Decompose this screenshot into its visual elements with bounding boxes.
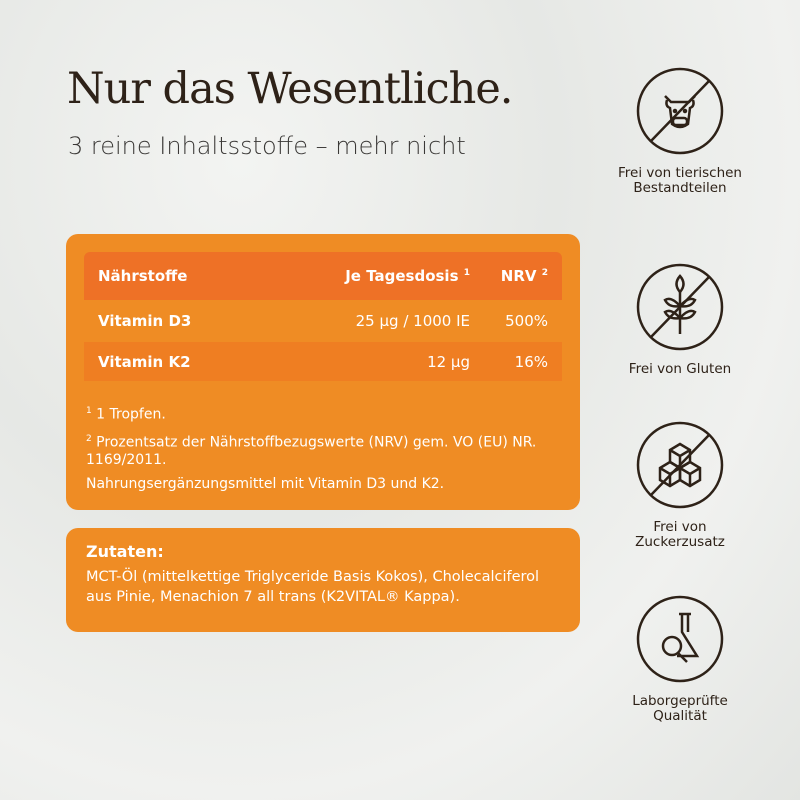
header-nutrients: Nährstoffe — [98, 267, 188, 285]
footnote-ref: 2 — [541, 268, 548, 278]
header-daily-dose: Je Tagesdosis 1 — [284, 267, 470, 285]
cell-dose: 12 µg — [427, 352, 470, 371]
product-note: Nahrungsergänzungsmittel mit Vitamin D3 … — [86, 476, 445, 493]
feature-label: Frei von Gluten — [628, 361, 732, 377]
ingredients-text: MCT-Öl (mittelkettige Triglyceride Basis… — [86, 569, 540, 605]
footnote-1: 1 1 Tropfen. — [86, 402, 566, 424]
cell-nrv: 16% — [514, 352, 548, 371]
footnotes: 1 1 Tropfen. 2 Prozentsatz der Nährstoff… — [86, 402, 566, 499]
page-title: Nur das Wesentliche. — [67, 64, 513, 114]
header-nrv: NRV 2 — [470, 267, 548, 285]
header-daily-dose-label: Je Tagesdosis — [345, 267, 459, 285]
footnote-mark: 1 — [86, 406, 92, 416]
table-header: Nährstoffe Je Tagesdosis 1 NRV 2 — [84, 252, 562, 300]
feature-label: Laborgeprüfte Qualität — [632, 693, 728, 724]
feature-lab-tested: Laborgeprüfte Qualität — [610, 594, 750, 724]
footnote-mark: 2 — [86, 433, 92, 444]
feature-no-animal: Frei von tierischen Bestandteilen — [610, 66, 750, 196]
lab-flask-icon — [636, 595, 724, 683]
cell-nutrient: Vitamin D3 — [98, 312, 192, 330]
footnote-text: 1 Tropfen. — [91, 406, 166, 423]
cell-nrv: 500% — [505, 312, 548, 330]
footnote-2: 2 Prozentsatz der Nährstoffbezugswerte (… — [86, 430, 566, 470]
no-wheat-icon — [636, 263, 724, 351]
feature-label: Frei von tierischen Bestandteilen — [617, 165, 742, 196]
ingredients-title: Zutaten: — [86, 542, 164, 561]
table-row: Vitamin K2 12 µg 16% — [84, 342, 562, 381]
no-cow-icon — [636, 67, 724, 155]
feature-sugar-free: Frei von Zuckerzusatz — [610, 420, 750, 550]
no-sugar-cubes-icon — [636, 421, 724, 509]
feature-label: Frei von Zuckerzusatz — [635, 519, 725, 550]
header-nrv-label: NRV — [500, 267, 537, 285]
feature-gluten-free: Frei von Gluten — [610, 262, 750, 377]
nutrition-card: Nährstoffe Je Tagesdosis 1 NRV 2 Vitamin… — [66, 234, 580, 510]
table-row: Vitamin D3 25 µg / 1000 IE 500% — [84, 300, 562, 342]
cell-dose: 25 µg / 1000 IE — [355, 312, 470, 330]
footnote-text: Prozentsatz der Nährstoffbezugswerte (NR… — [86, 434, 537, 469]
cell-nutrient: Vitamin K2 — [98, 352, 191, 371]
ingredients-card: Zutaten: MCT-Öl (mittelkettige Triglycer… — [66, 528, 580, 632]
page-subtitle: 3 reine Inhaltsstoffe – mehr nicht — [68, 132, 466, 160]
footnote-ref: 1 — [463, 268, 470, 278]
